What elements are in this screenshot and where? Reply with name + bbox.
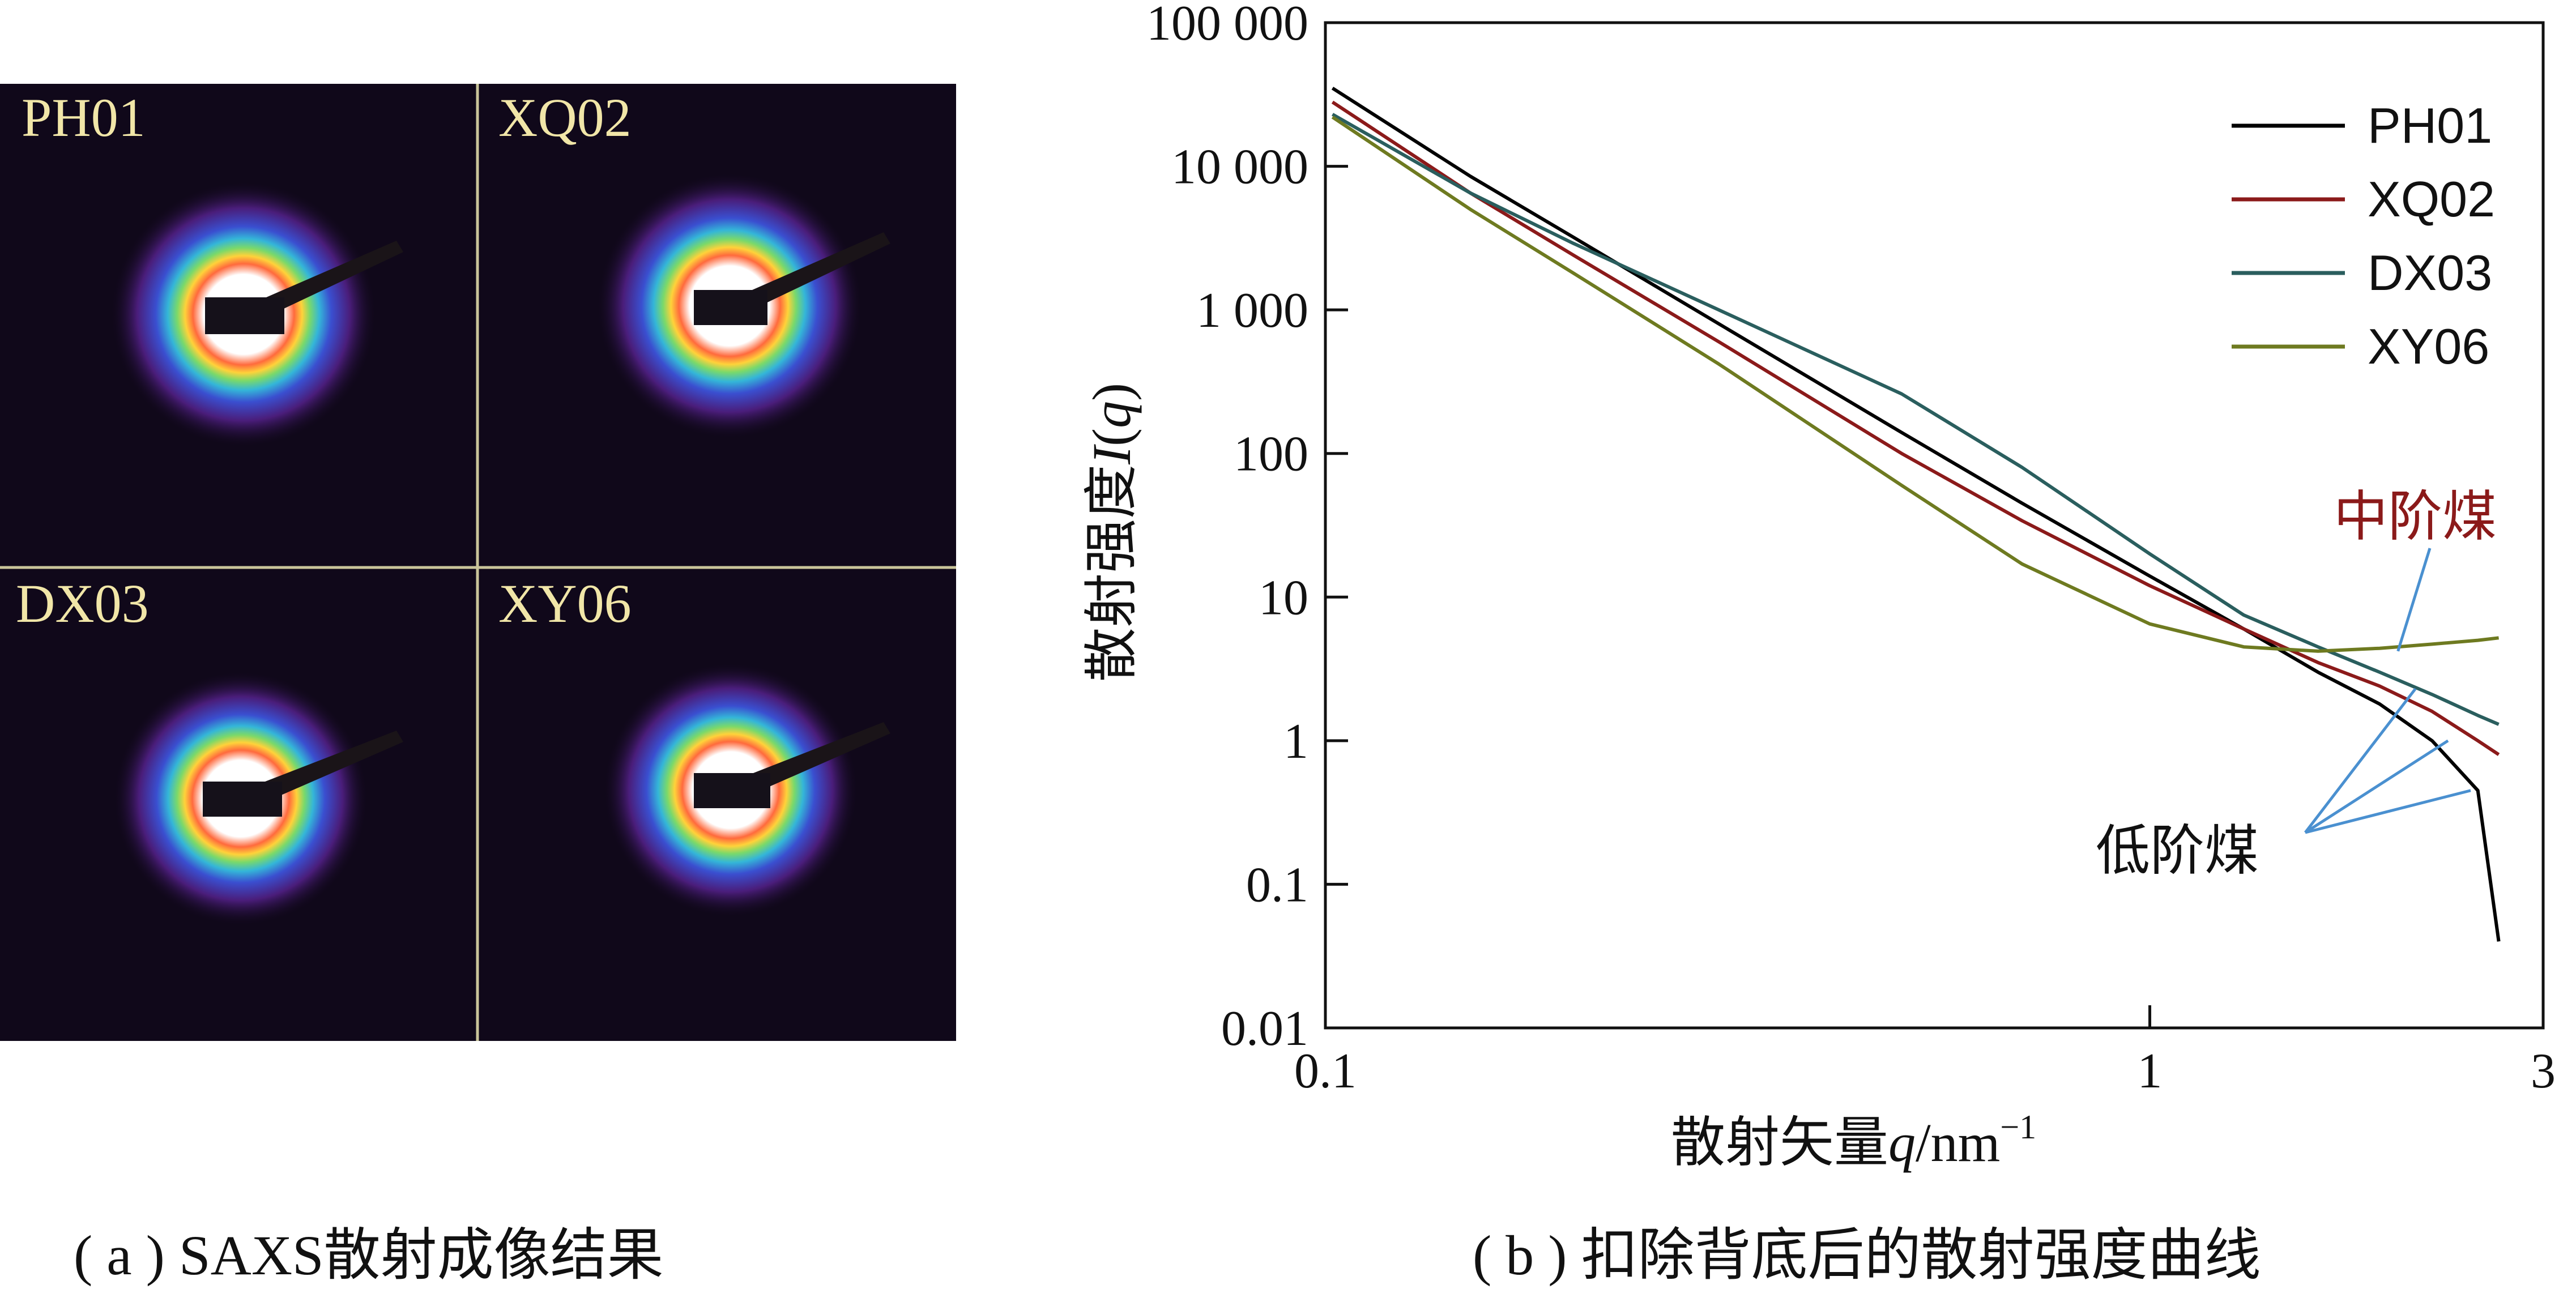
series-lines — [1331, 87, 2501, 942]
legend-label: XQ02 — [2368, 171, 2495, 227]
y-tick-label: 1 000 — [1196, 283, 1308, 338]
y-axis: 100 000 10 000 1 000 100 10 1 0.1 0.01 — [1146, 0, 1348, 1056]
y-tick-label: 10 000 — [1171, 140, 1308, 195]
plot-frame — [1324, 21, 2545, 1030]
y-tick-label: 100 000 — [1146, 0, 1308, 51]
annotation-leader-line — [2396, 548, 2432, 652]
image-label: DX03 — [16, 573, 149, 634]
image-label: XQ02 — [498, 87, 632, 148]
panel-b-caption: ( b ) 扣除背底后的散射强度曲线 — [1473, 1224, 2261, 1287]
beam-stop — [205, 297, 284, 334]
beam-stop — [694, 773, 770, 808]
y-axis-title: 散射强度I(q) — [1081, 383, 1142, 682]
panel-a-caption: ( a ) SAXS散射成像结果 — [74, 1224, 664, 1287]
saxs-image-dx03: DX03 — [16, 573, 403, 926]
beam-stop-arm — [753, 722, 890, 791]
x-tick-label: 1 — [2138, 1044, 2163, 1099]
saxs-image-xq02: XQ02 — [498, 87, 890, 439]
legend-label: DX03 — [2368, 245, 2492, 301]
y-tick-label: 100 — [1234, 427, 1308, 482]
saxs-image-xy06: XY06 — [498, 573, 890, 917]
annotation-mid-rank-coal: 中阶煤 — [2334, 486, 2497, 547]
saxs-image-panel: PH01 XQ02 DX03 XY06 — [0, 84, 956, 1041]
annotation-leader-line — [2304, 688, 2417, 834]
x-axis-title: 散射矢量q/nm−1 — [1671, 1108, 2036, 1173]
x-tick-label: 3 — [2531, 1044, 2556, 1099]
x-axis: 0.1 1 3 — [1294, 1005, 2556, 1099]
series-line-xq02 — [1331, 100, 2500, 756]
y-tick-label: 1 — [1283, 714, 1308, 769]
beam-stop-arm — [265, 731, 403, 800]
y-tick-label: 0.01 — [1221, 1001, 1308, 1056]
image-label: XY06 — [498, 573, 632, 634]
beam-stop-arm — [752, 232, 890, 307]
image-label: PH01 — [22, 87, 146, 148]
series-line-xy06 — [1331, 116, 2499, 653]
saxs-image-ph01: PH01 — [22, 87, 403, 447]
annotation-low-rank-coal: 低阶煤 — [2096, 821, 2259, 881]
legend-label: PH01 — [2368, 97, 2492, 153]
beam-stop — [694, 290, 767, 325]
beam-stop — [203, 782, 282, 817]
annotation-leader-line — [2304, 739, 2449, 834]
beam-stop-arm — [266, 241, 403, 314]
legend-label: XY06 — [2368, 318, 2489, 374]
x-tick-label: 0.1 — [1294, 1044, 1357, 1099]
y-tick-label: 10 — [1259, 570, 1308, 625]
series-line-ph01 — [1331, 87, 2501, 942]
y-tick-label: 0.1 — [1246, 857, 1308, 912]
annotation-leader-line — [2305, 789, 2471, 834]
series-line-dx03 — [1332, 113, 2500, 726]
legend: PH01 XQ02 DX03 XY06 — [2232, 97, 2495, 374]
